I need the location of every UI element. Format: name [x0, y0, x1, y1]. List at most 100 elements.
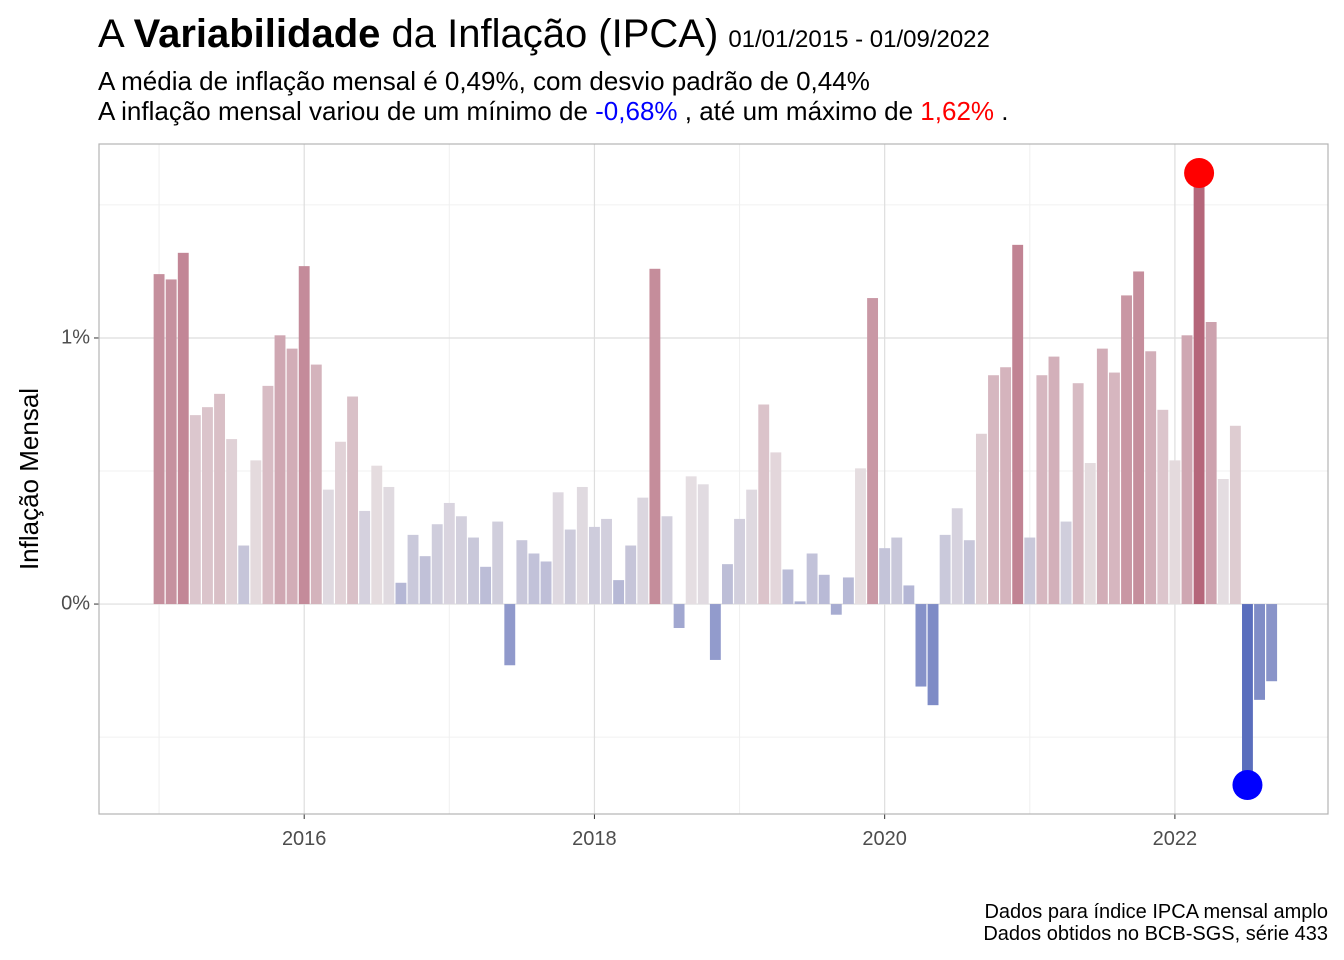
bar — [407, 534, 419, 605]
bar — [1266, 604, 1278, 682]
bar — [347, 396, 359, 605]
bar — [951, 508, 963, 605]
bar — [419, 556, 431, 605]
bar — [685, 476, 697, 605]
subtitle-part: , até um máximo de — [678, 96, 921, 126]
bar — [226, 439, 238, 605]
bar — [468, 537, 479, 605]
bar — [1000, 367, 1012, 605]
bar — [1145, 351, 1157, 605]
bar — [202, 407, 213, 605]
bar — [927, 604, 939, 706]
bar — [1108, 372, 1120, 605]
caption: Dados obtidos no BCB-SGS, série 433 — [983, 923, 1328, 945]
subtitle-part: . — [994, 96, 1008, 126]
bar — [552, 492, 564, 605]
subtitle-part: -0,68% — [595, 96, 677, 126]
bar — [794, 601, 806, 605]
bar — [335, 441, 346, 605]
min-point — [1232, 769, 1263, 800]
bar — [939, 534, 951, 605]
bar — [975, 433, 987, 605]
bar — [274, 335, 286, 605]
bar — [722, 564, 733, 605]
bar — [395, 582, 407, 605]
bar — [806, 553, 818, 605]
bar — [625, 545, 637, 605]
bar — [1157, 409, 1169, 605]
bar — [214, 393, 225, 605]
bar — [528, 553, 540, 605]
bar — [1229, 425, 1241, 605]
bar — [262, 385, 274, 605]
bar — [431, 524, 443, 605]
bar — [867, 298, 879, 605]
bar — [1193, 173, 1205, 605]
x-tick-label: 2022 — [1153, 828, 1198, 850]
bar — [734, 518, 745, 605]
bar — [383, 486, 395, 605]
x-tick-label: 2018 — [572, 828, 617, 850]
bar — [298, 266, 310, 605]
bar — [770, 452, 782, 605]
subtitle-part: 1,62% — [920, 96, 994, 126]
bar — [153, 274, 165, 605]
bar — [1181, 335, 1193, 605]
bar — [1121, 295, 1132, 605]
bar — [601, 518, 612, 605]
y-tick-label: 1% — [61, 326, 90, 348]
bar — [504, 604, 516, 666]
bar — [855, 468, 866, 605]
bar — [371, 465, 383, 605]
bar — [310, 364, 322, 605]
bar — [588, 526, 600, 605]
bar — [673, 604, 685, 629]
max-point — [1184, 158, 1215, 189]
bar — [564, 529, 576, 605]
bar — [455, 516, 467, 605]
bar — [649, 268, 661, 605]
bar — [1133, 271, 1145, 605]
bar — [165, 279, 177, 605]
bar — [1048, 356, 1060, 605]
bar — [1242, 604, 1253, 785]
bar — [480, 566, 492, 605]
bar — [238, 545, 250, 605]
title-part: da Inflação (IPCA) — [380, 12, 718, 56]
title-part: A — [98, 12, 134, 56]
x-tick-label: 2016 — [282, 828, 327, 850]
bar — [903, 585, 915, 605]
bar — [661, 516, 673, 605]
chart-title: A Variabilidade da Inflação (IPCA) 01/01/… — [98, 12, 990, 56]
bar — [1060, 521, 1072, 605]
bar — [540, 561, 552, 605]
bar — [637, 497, 649, 605]
bar — [988, 375, 999, 605]
bar — [830, 604, 842, 615]
bar — [1217, 479, 1229, 605]
bar — [516, 540, 528, 605]
bar — [879, 548, 891, 605]
date-range: 01/01/2015 - 01/09/2022 — [728, 26, 990, 53]
bar — [576, 486, 588, 605]
bar — [746, 489, 758, 605]
caption: Dados para índice IPCA mensal amplo — [984, 901, 1328, 923]
bar — [1169, 460, 1181, 605]
bar — [1072, 383, 1084, 605]
panel-border — [98, 143, 1329, 815]
bar — [1254, 604, 1265, 700]
bar — [1205, 322, 1217, 605]
bar — [709, 604, 721, 660]
subtitle: A inflação mensal variou de um mínimo de… — [98, 96, 1008, 126]
bar — [782, 569, 794, 605]
bar — [286, 348, 298, 605]
bar — [758, 404, 770, 605]
bar — [443, 502, 455, 605]
bar — [697, 484, 709, 605]
bar — [915, 604, 927, 687]
bar — [1024, 537, 1036, 605]
bar — [1084, 463, 1096, 605]
bar — [359, 510, 371, 605]
